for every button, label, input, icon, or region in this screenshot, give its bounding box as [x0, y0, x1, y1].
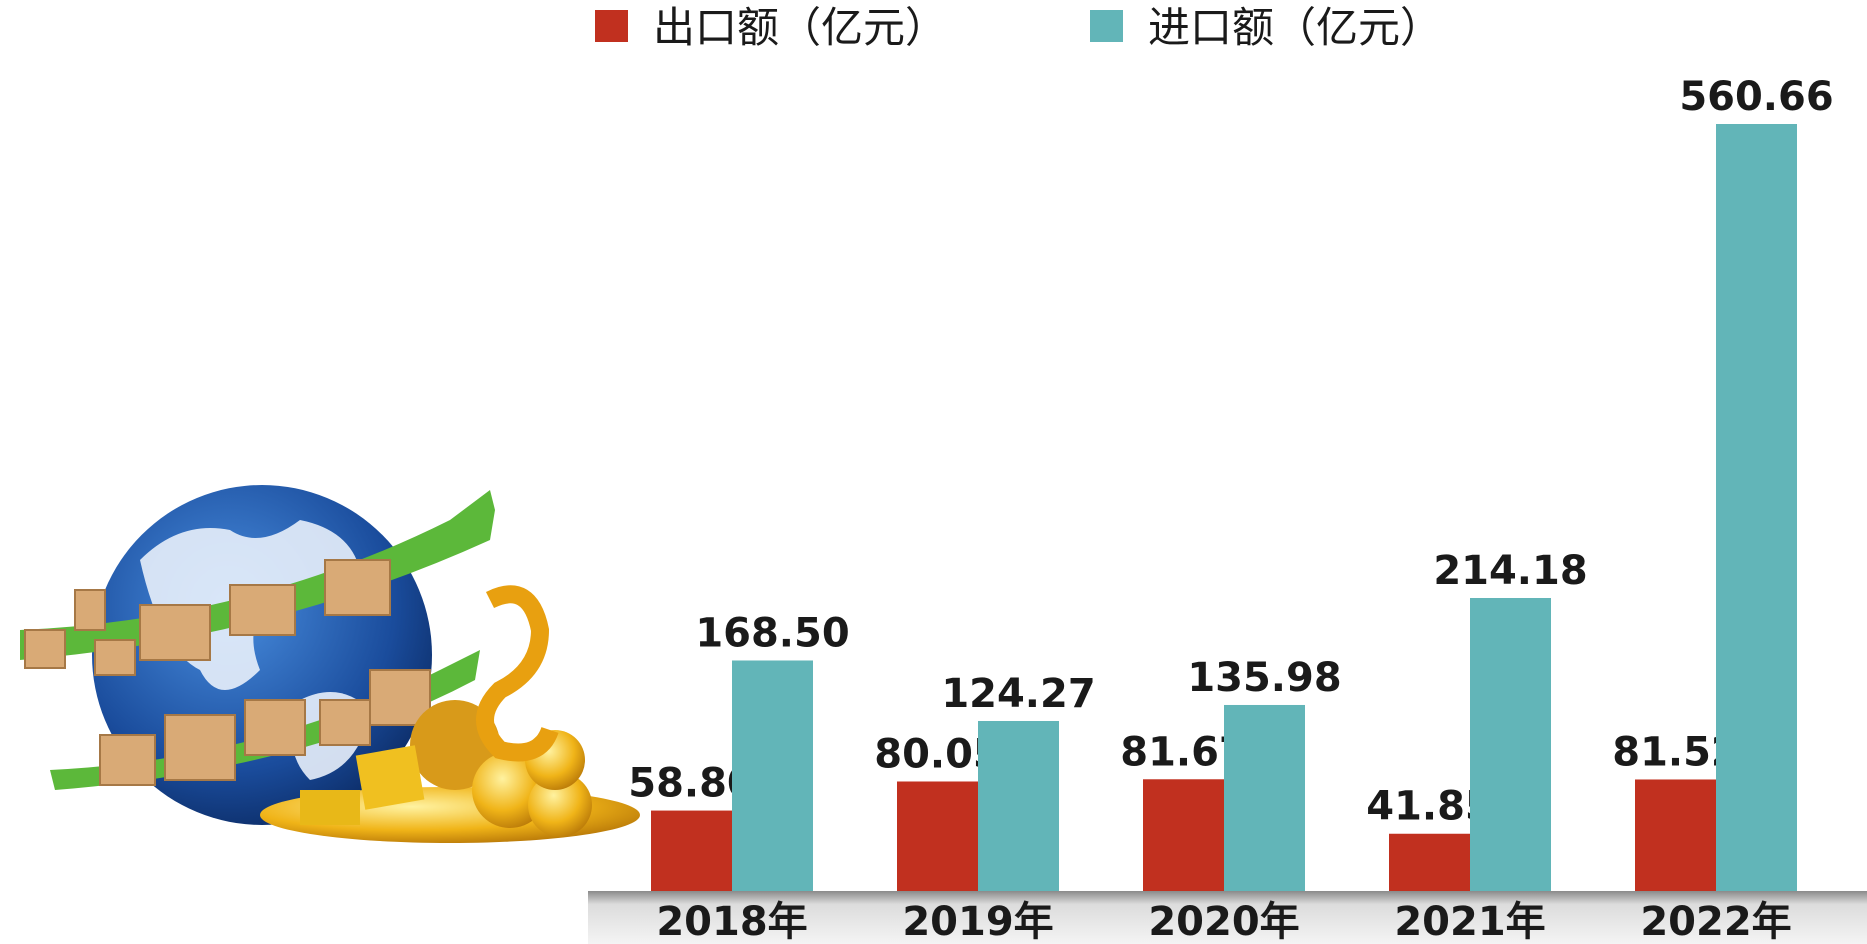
data-label: 168.50	[695, 610, 849, 656]
x-tick-label: 2019年	[902, 899, 1053, 944]
bar	[1716, 124, 1797, 891]
data-label: 560.66	[1679, 74, 1833, 120]
bar	[1389, 833, 1470, 891]
x-tick-label: 2021年	[1394, 899, 1545, 944]
x-tick-label: 2020年	[1148, 899, 1299, 944]
illustration	[20, 485, 640, 843]
bar	[651, 810, 732, 891]
bar	[978, 720, 1059, 891]
x-tick-label: 2022年	[1640, 899, 1791, 944]
x-tick-label: 2018年	[656, 899, 807, 944]
bar	[1635, 779, 1716, 891]
data-label: 124.27	[941, 671, 1095, 717]
legend-swatch	[595, 10, 628, 42]
data-label: 214.18	[1433, 548, 1587, 594]
bar	[897, 781, 978, 891]
bar	[732, 660, 813, 891]
bar	[1143, 779, 1224, 891]
data-label: 135.98	[1187, 655, 1341, 701]
bar	[1470, 597, 1551, 891]
legend-swatch	[1090, 10, 1123, 42]
baseline-band	[588, 891, 1867, 944]
bar	[1224, 704, 1305, 891]
legend-label: 出口额（亿元）	[653, 3, 947, 52]
legend-label: 进口额（亿元）	[1148, 3, 1442, 52]
